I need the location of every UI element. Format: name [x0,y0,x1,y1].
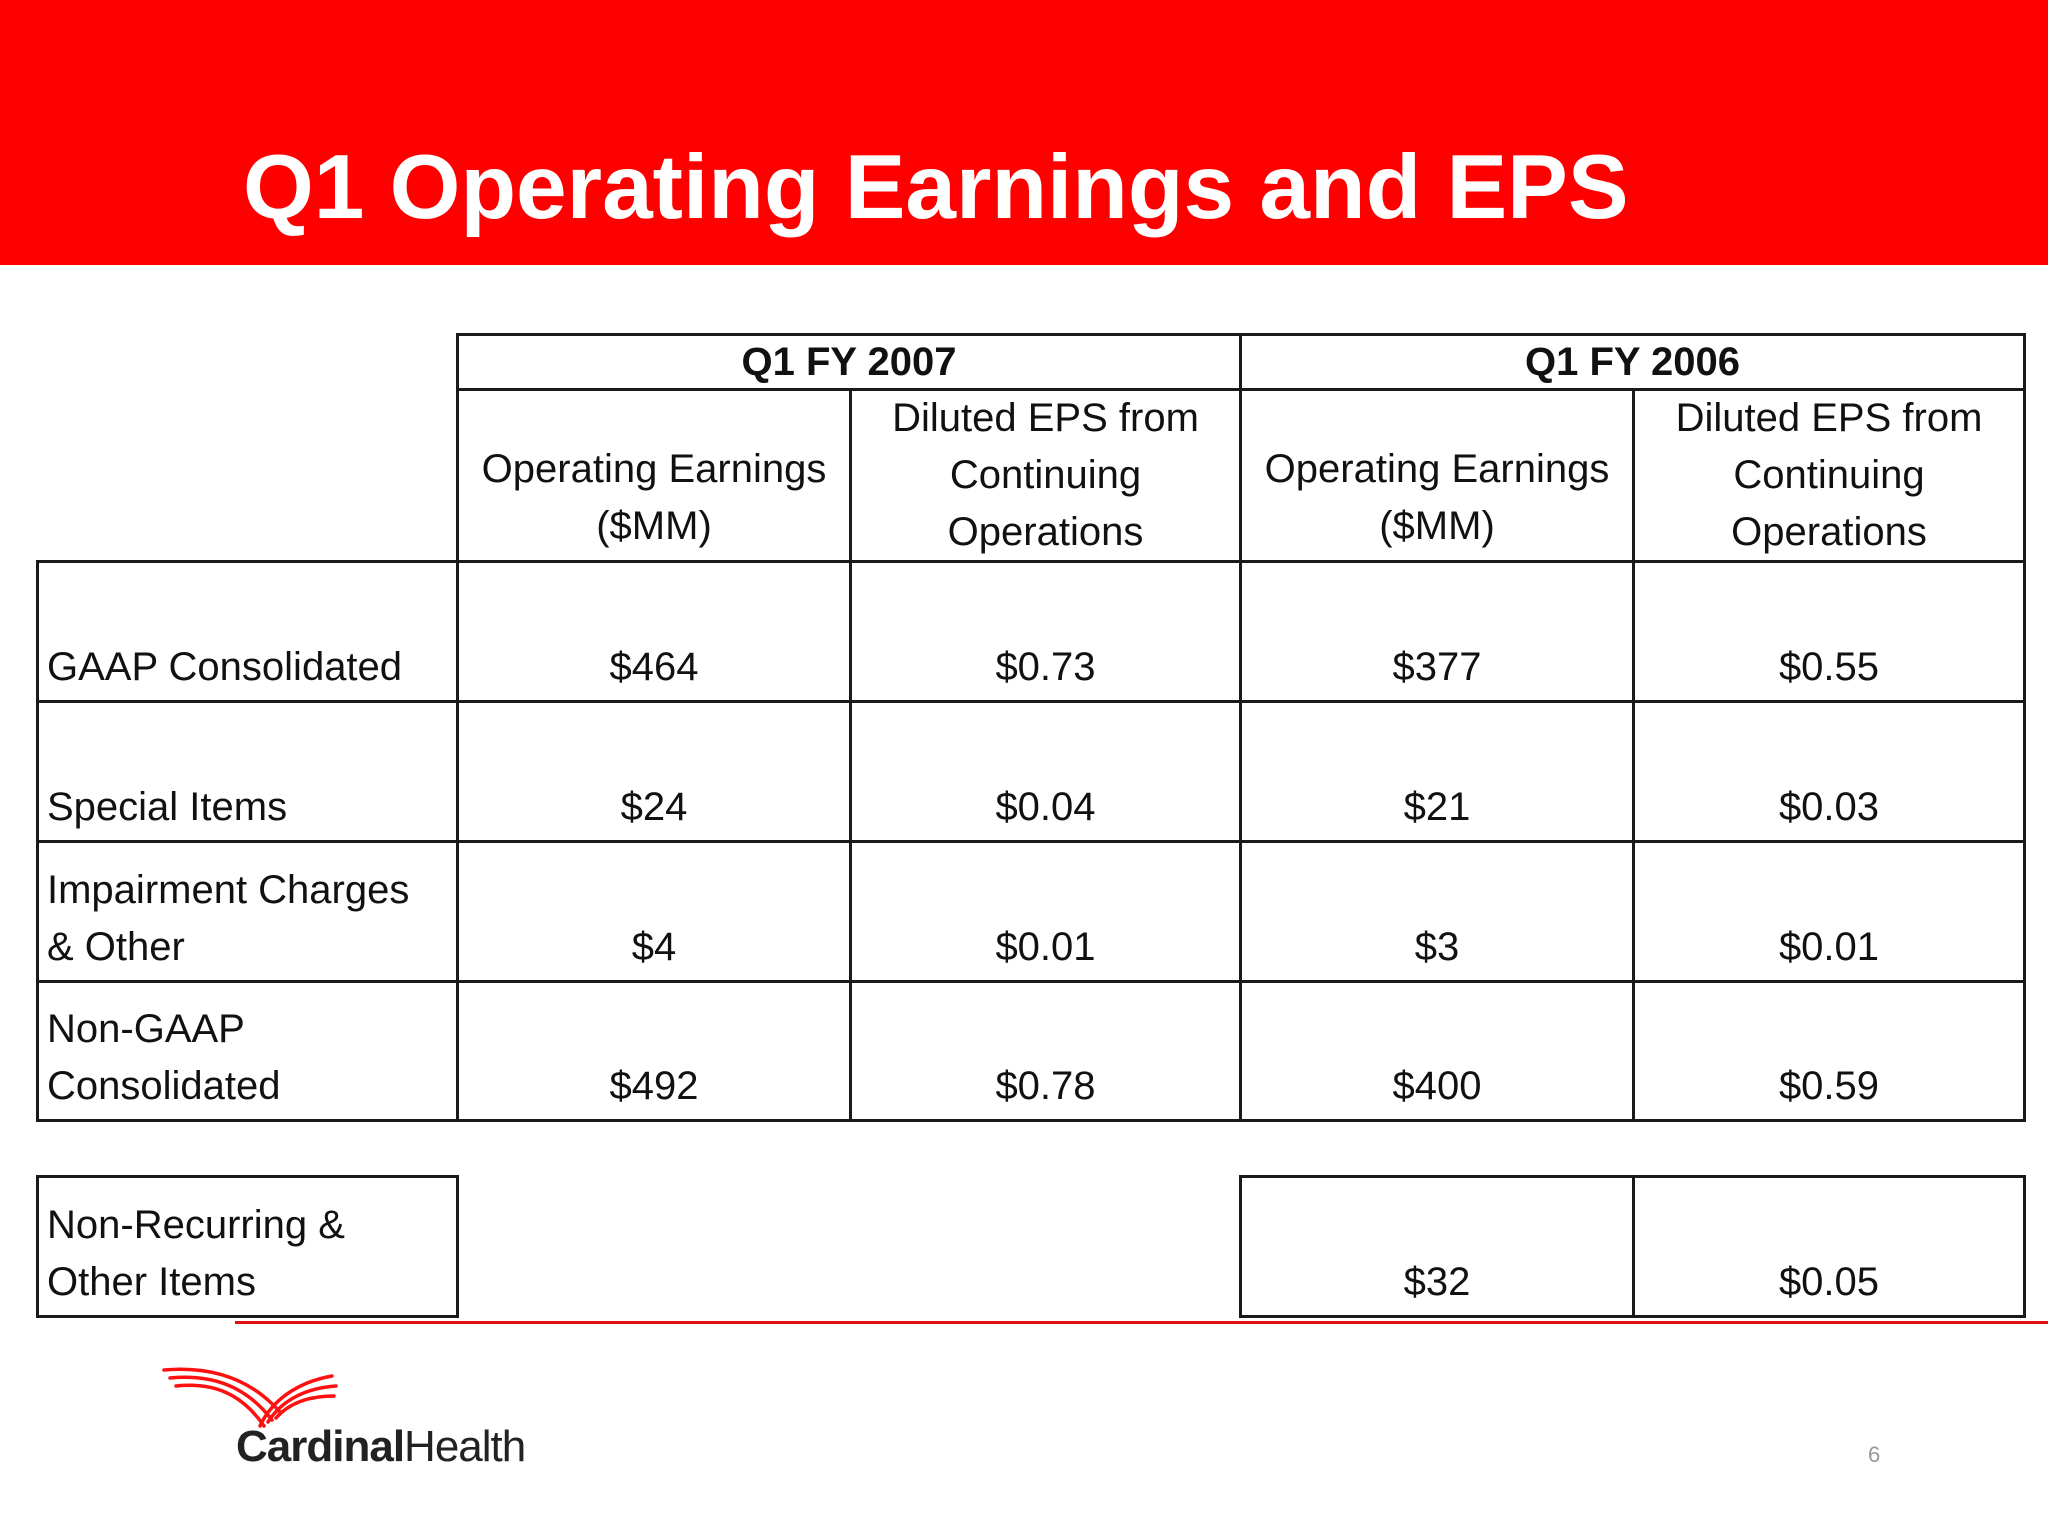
header-line: Continuing [949,453,1142,497]
row-label-non-recurring: Non-Recurring & Other Items [36,1175,459,1318]
table-cell: $21 [1239,700,1635,843]
group-header-fy2007: Q1 FY 2007 [456,333,1242,391]
group-header-fy2006: Q1 FY 2006 [1239,333,2026,391]
row-label-gaap-consolidated: GAAP Consolidated [36,560,459,703]
page-number: 6 [1868,1442,1881,1467]
row-label-text: Non-Recurring & [47,1203,345,1247]
table-cell: $0.73 [849,560,1242,703]
table-cell: $3 [1239,840,1635,983]
table-cell: $464 [456,560,852,703]
title-banner [0,0,2048,265]
header-line: Operating Earnings [1264,446,1610,491]
header-line: Operations [1731,510,1927,554]
col-header-op-earnings-2007: Operating Earnings ($MM) [456,388,852,563]
row-label-text: Other Items [47,1260,256,1304]
table-cell: $0.55 [1632,560,2026,703]
table-cell: $0.05 [1632,1175,2026,1318]
table-cell: $0.59 [1632,980,2026,1122]
col-header-eps-2006: Diluted EPS from Continuing Operations [1632,388,2026,563]
header-line: Operating Earnings [481,446,827,491]
logo-brand-bold: Cardinal [236,1422,405,1471]
table-cell: $0.78 [849,980,1242,1122]
header-line: Continuing [1733,453,1925,497]
header-line: Diluted EPS from [1675,396,1983,440]
header-line: ($MM) [1379,503,1495,548]
header-line: Operations [947,510,1144,554]
row-label-text: & Other [47,925,185,969]
table-cell: $0.01 [1632,840,2026,983]
col-header-op-earnings-2006: Operating Earnings ($MM) [1239,388,1635,563]
table-cell: $0.03 [1632,700,2026,843]
col-header-eps-2007: Diluted EPS from Continuing Operations [849,388,1242,563]
cardinal-logo-icon [162,1367,338,1428]
row-label-text: Special Items [47,785,288,829]
table-cell: $0.01 [849,840,1242,983]
table-cell: $24 [456,700,852,843]
logo-wordmark: CardinalHealth [236,1422,526,1472]
footer-divider [235,1321,2048,1324]
row-label-impairment-charges: Impairment Charges & Other [36,840,459,983]
row-label-text: Non-GAAP [47,1007,245,1051]
table-cell: $377 [1239,560,1635,703]
row-label-text: Consolidated [47,1064,281,1108]
header-line: Diluted EPS from [892,396,1199,440]
slide-title: Q1 Operating Earnings and EPS [243,137,1629,238]
table-cell: $0.04 [849,700,1242,843]
row-label-text: Impairment Charges [47,868,410,912]
table-cell: $492 [456,980,852,1122]
table-cell: $32 [1239,1175,1635,1318]
table-cell: $400 [1239,980,1635,1122]
row-label-non-gaap-consolidated: Non-GAAP Consolidated [36,980,459,1122]
row-label-special-items: Special Items [36,700,459,843]
header-line: ($MM) [596,503,712,548]
row-label-text: GAAP Consolidated [47,645,403,689]
table-cell: $4 [456,840,852,983]
logo-brand-light: Health [404,1422,526,1471]
